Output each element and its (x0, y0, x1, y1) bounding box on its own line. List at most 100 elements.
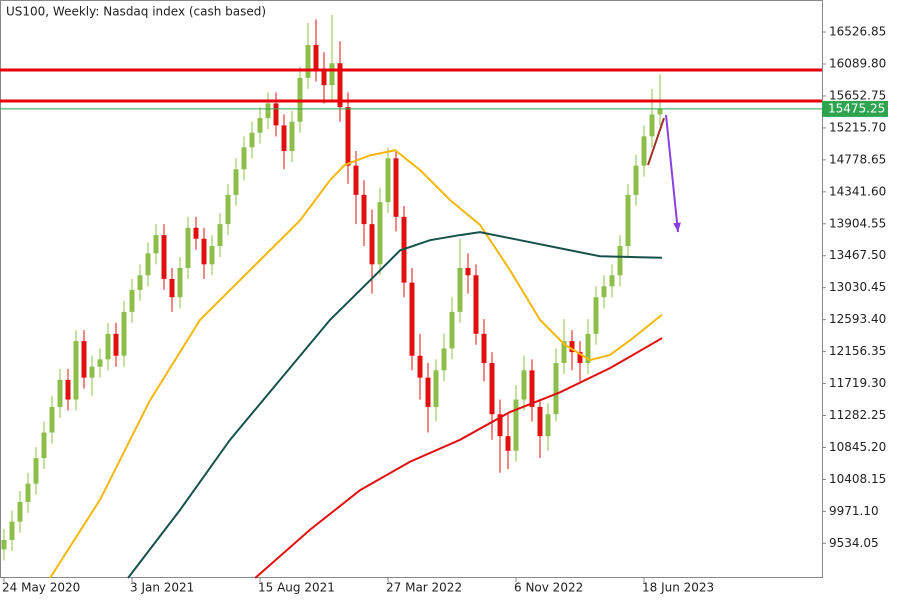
candle-body (425, 377, 431, 407)
candle-body (73, 341, 79, 400)
x-tick-label: 15 Aug 2021 (258, 581, 335, 595)
candle-body (625, 194, 631, 247)
candle-body (385, 158, 391, 203)
candle-body (17, 501, 23, 522)
candle-body (545, 414, 551, 437)
candle-body (313, 44, 319, 71)
candle-body (441, 348, 447, 371)
chart-title: US100, Weekly: Nasdaq index (cash based) (6, 5, 266, 19)
x-tick-label: 27 Mar 2022 (386, 581, 462, 595)
trendline (647, 117, 665, 166)
candle-body (89, 366, 95, 378)
arrow-head (673, 222, 681, 233)
candle-body (353, 165, 359, 195)
candle-body (249, 132, 255, 148)
candle-body (345, 107, 351, 166)
y-tick-label: 9534.05 (829, 536, 879, 550)
y-tick-label: 15215.70 (829, 120, 886, 134)
candle-body (553, 363, 559, 415)
y-tick-label: 13467.50 (829, 248, 886, 262)
candle-body (233, 169, 239, 195)
y-tick-label: 16526.85 (829, 25, 886, 39)
candle-body (457, 267, 463, 312)
candle-body (449, 311, 455, 349)
candle-body (65, 379, 71, 400)
y-tick-label: 10408.15 (829, 472, 886, 486)
candle-body (57, 379, 63, 407)
candle-body (505, 436, 511, 451)
current-price-box (822, 100, 888, 117)
y-tick-label: 12593.40 (829, 312, 886, 326)
candle-body (33, 458, 39, 484)
candle-body (25, 483, 31, 502)
candle-body (9, 521, 15, 540)
candle-body (497, 414, 503, 437)
candle-body (321, 70, 327, 86)
candle-body (593, 297, 599, 334)
candle-body (393, 158, 399, 217)
candle-body (561, 341, 567, 364)
candle-body (377, 202, 383, 265)
candle-body (601, 286, 607, 298)
y-tick-label: 13030.45 (829, 280, 886, 294)
candle-body (529, 370, 535, 407)
candle-body (289, 121, 295, 151)
y-tick-label: 12156.35 (829, 344, 886, 358)
candle-body (129, 289, 135, 312)
candle-body (521, 370, 527, 400)
candle-body (217, 224, 223, 247)
candle-body (97, 359, 103, 367)
candle-body (193, 227, 199, 239)
candle-body (273, 103, 279, 126)
y-tick-label: 13904.55 (829, 216, 886, 230)
y-tick-label: 15652.75 (829, 88, 886, 102)
candle-body (145, 253, 151, 276)
candle-body (369, 224, 375, 265)
y-tick-label: 14778.65 (829, 152, 886, 166)
x-tick-label: 6 Nov 2022 (514, 581, 583, 595)
moving-average (127, 231, 663, 579)
y-tick-label: 14341.60 (829, 184, 886, 198)
y-tick-label: 16089.80 (829, 56, 886, 70)
candle-body (657, 108, 663, 115)
x-tick-label: 18 Jun 2023 (642, 581, 714, 595)
candle-body (433, 370, 439, 407)
candle-body (225, 194, 231, 225)
candle-body (185, 227, 191, 268)
candle-body (329, 63, 335, 86)
candle-body (577, 352, 583, 364)
candle-body (569, 341, 575, 353)
candle-body (1, 539, 7, 550)
candle-body (49, 406, 55, 433)
candle-body (473, 275, 479, 334)
candle-body (161, 235, 167, 279)
candle-body (465, 267, 471, 276)
x-tick-label: 3 Jan 2021 (130, 581, 194, 595)
candle-body (417, 355, 423, 378)
candle-body (633, 165, 639, 195)
candle-body (81, 341, 87, 378)
candle-body (121, 311, 127, 356)
candle-body (169, 278, 175, 298)
y-tick-label: 9971.10 (829, 504, 879, 518)
candle-body (105, 333, 111, 360)
y-tick-label: 11719.30 (829, 376, 886, 390)
candle-body (609, 275, 615, 287)
candle-body (265, 103, 271, 119)
candle-body (489, 363, 495, 415)
candle-body (337, 63, 343, 108)
current-price-label: 15475.25 (828, 101, 885, 115)
candle-body (513, 399, 519, 451)
candle-body (257, 118, 263, 133)
candle-body (649, 114, 655, 137)
forecast-arrow (665, 114, 679, 233)
candle-body (281, 125, 287, 151)
y-tick-label: 10845.20 (829, 440, 886, 454)
x-tick-label: 24 May 2020 (2, 581, 80, 595)
moving-average (254, 337, 663, 579)
candle-body (241, 147, 247, 170)
candle-body (177, 267, 183, 298)
candle-body (201, 238, 207, 265)
candle-body (409, 282, 415, 356)
